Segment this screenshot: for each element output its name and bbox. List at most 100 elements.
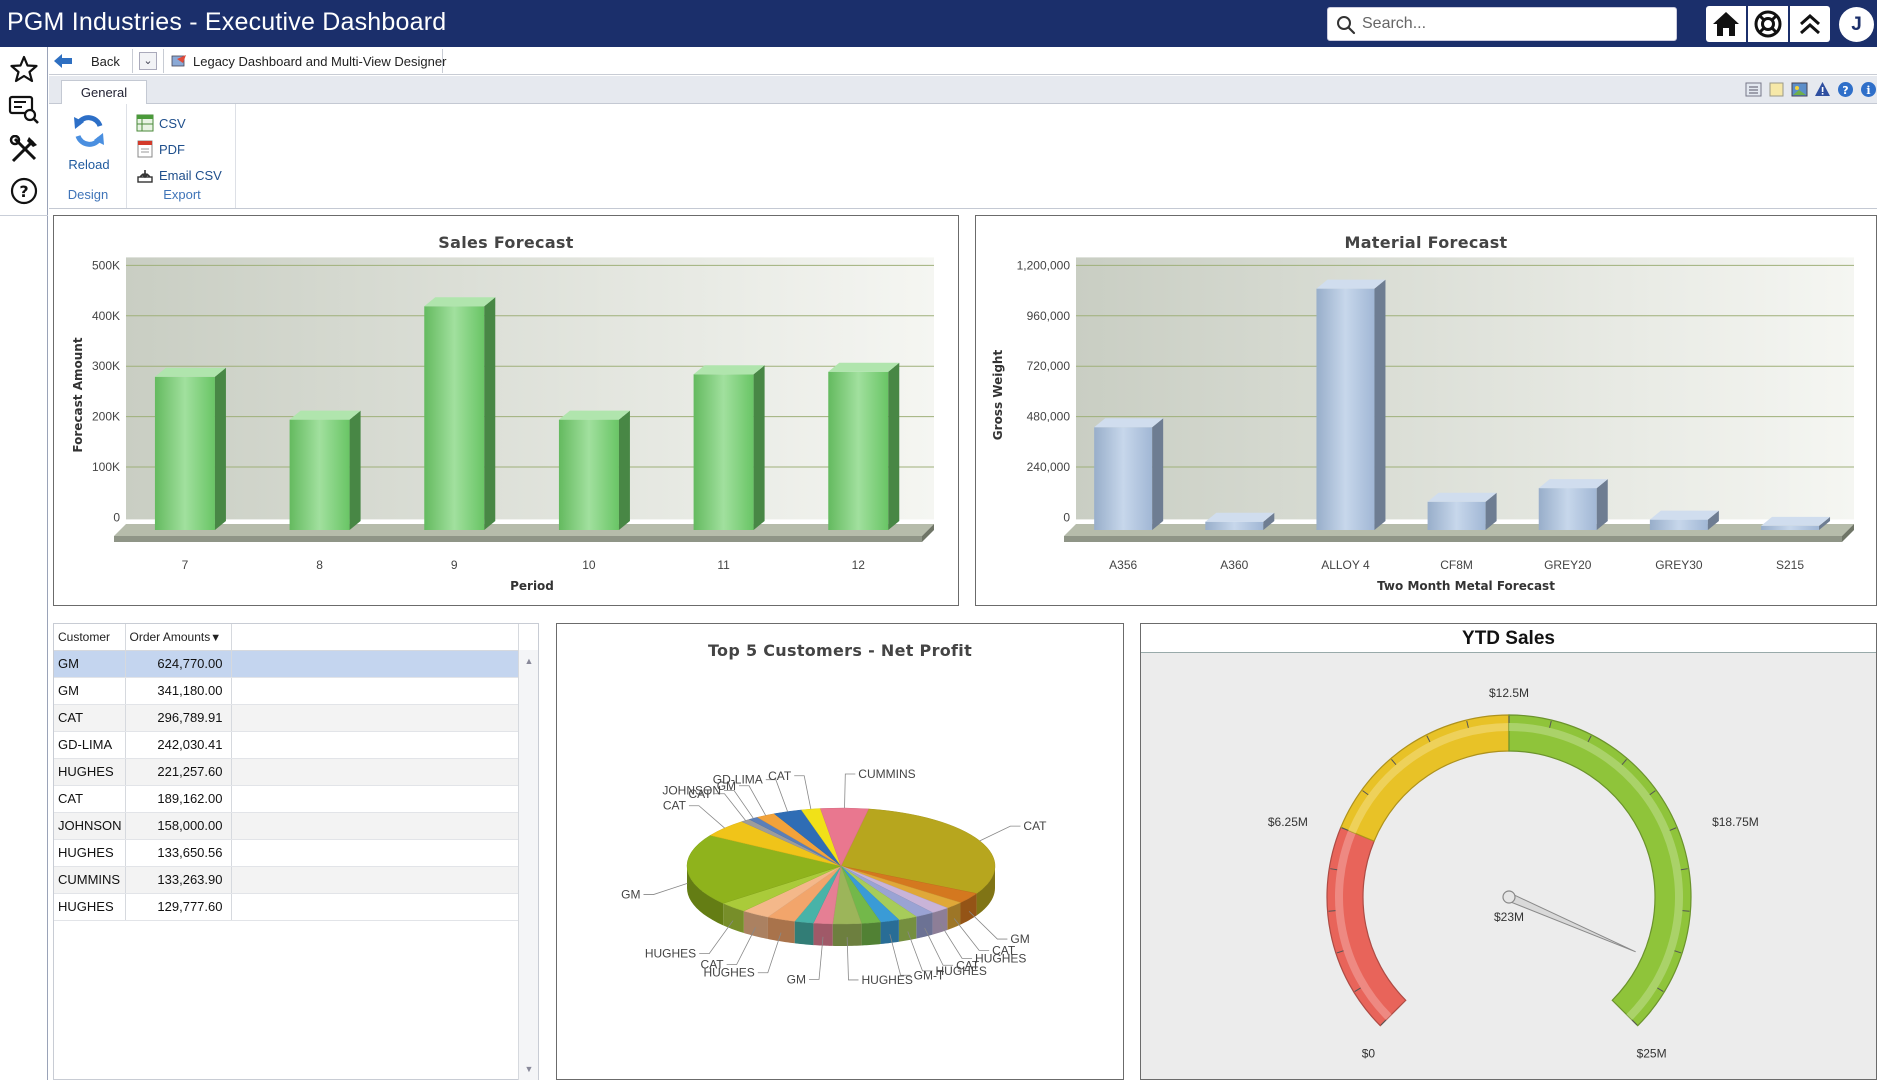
search-box[interactable] — [1327, 7, 1677, 41]
svg-text:i: i — [1866, 84, 1870, 97]
gauge-tick — [1354, 987, 1361, 992]
gauge-needle — [1506, 892, 1636, 953]
pie-leader-line — [979, 825, 1021, 842]
bar-side — [349, 410, 361, 530]
x-tick-label: S215 — [1776, 558, 1804, 572]
back-button[interactable]: Back — [53, 49, 120, 73]
bar[interactable] — [1538, 479, 1608, 530]
warning-icon[interactable] — [1814, 81, 1831, 98]
pie-slice-side — [832, 923, 862, 946]
info-icon[interactable]: i — [1860, 81, 1877, 98]
bar[interactable] — [828, 362, 900, 530]
help-circle-icon[interactable]: ? — [1837, 81, 1854, 98]
scroll-down-icon[interactable]: ▼ — [524, 1064, 534, 1074]
table-row[interactable]: CAT 189,162.00 — [54, 785, 519, 813]
customer-cell: JOHNSON — [54, 812, 126, 840]
home-button[interactable] — [1706, 6, 1746, 42]
breadcrumb-menu-button[interactable]: ⌄ — [139, 52, 157, 70]
bar[interactable] — [558, 410, 630, 530]
bar-top — [289, 410, 361, 420]
pie-leader-line — [907, 931, 933, 972]
bar-side — [1485, 492, 1497, 530]
bar-side — [1152, 418, 1164, 530]
bar-front — [1094, 427, 1153, 530]
note-icon[interactable] — [1768, 81, 1785, 98]
export-group-label: Export — [163, 187, 201, 202]
table-row[interactable]: CAT 296,789.91 — [54, 704, 519, 732]
bar[interactable] — [1316, 279, 1386, 530]
favorites-button[interactable] — [6, 51, 42, 87]
search-input[interactable] — [1362, 11, 1662, 37]
pie-leader-line — [968, 911, 1008, 940]
bar[interactable] — [424, 297, 496, 530]
pie-slice-label: GM — [717, 779, 736, 793]
bar[interactable] — [1649, 510, 1719, 530]
table-row[interactable]: HUGHES 133,650.56 — [54, 839, 519, 867]
bar[interactable] — [693, 365, 765, 530]
support-button[interactable] — [1748, 6, 1788, 42]
tools-button[interactable] — [6, 132, 42, 168]
bar[interactable] — [1427, 492, 1497, 530]
bar[interactable] — [1761, 516, 1831, 530]
pie-slice[interactable] — [686, 835, 842, 904]
collapse-button[interactable] — [1790, 6, 1830, 42]
bar[interactable] — [1094, 418, 1164, 530]
plot-area — [1076, 257, 1854, 520]
pie-slice-label: CAT — [992, 943, 1016, 957]
tab-general[interactable]: General — [61, 80, 147, 105]
table-row[interactable]: HUGHES 129,777.60 — [54, 893, 519, 921]
user-initial: J — [1851, 13, 1862, 35]
table-row[interactable]: JOHNSON 158,000.00 — [54, 812, 519, 840]
pie-leader-line — [844, 773, 856, 809]
table-row[interactable]: HUGHES 221,257.60 — [54, 758, 519, 786]
export-csv-button[interactable]: CSV — [136, 113, 186, 133]
table-row[interactable]: CUMMINS 133,263.90 — [54, 866, 519, 894]
table-header-row: Customer Order Amounts▼ — [54, 624, 519, 651]
reload-button[interactable]: Reload — [61, 112, 117, 172]
lifebuoy-icon — [1754, 10, 1782, 38]
y-tick-label: 200K — [92, 410, 120, 424]
pie-slice[interactable] — [840, 808, 996, 894]
ytd-sales-panel: YTD Sales $0 $6.25M $12.5M $18.75M $25M $23M — [1140, 623, 1877, 1080]
export-pdf-button[interactable]: PDF — [136, 139, 185, 159]
question-icon: ? — [10, 177, 38, 205]
search-reports-button[interactable] — [6, 92, 42, 128]
y-tick-label: 960,000 — [1027, 309, 1071, 323]
breadcrumb-designer[interactable]: Legacy Dashboard and Multi-View Designer — [171, 49, 446, 73]
scroll-up-icon[interactable]: ▲ — [524, 656, 534, 666]
list-view-icon[interactable] — [1745, 81, 1762, 98]
gauge-tick-label: $0 — [1362, 1047, 1376, 1061]
table-row[interactable]: GD-LIMA 242,030.41 — [54, 731, 519, 759]
pie-slice-side — [861, 922, 881, 946]
user-avatar[interactable]: J — [1839, 7, 1874, 42]
bar[interactable] — [1205, 512, 1275, 530]
email-csv-button[interactable]: Email CSV — [136, 165, 222, 185]
bar-front — [693, 374, 754, 530]
x-tick-label: ALLOY 4 — [1321, 558, 1370, 572]
help-button[interactable]: ? — [6, 173, 42, 209]
image-icon[interactable] — [1791, 81, 1808, 98]
table-row[interactable]: GM 341,180.00 — [54, 677, 519, 705]
table-row[interactable]: GM 624,770.00 — [54, 650, 519, 678]
gauge-tick — [1621, 759, 1627, 766]
svg-text:?: ? — [19, 182, 28, 201]
email-csv-label: Email CSV — [159, 167, 222, 183]
reload-label: Reload — [68, 157, 110, 172]
pie-leader-line — [724, 789, 754, 819]
pie-slice-side — [794, 921, 814, 946]
gauge-tick — [1362, 790, 1369, 796]
bar-top — [828, 362, 900, 372]
x-tick-label: 9 — [451, 558, 458, 572]
column-header-order-amounts[interactable]: Order Amounts▼ — [125, 624, 232, 651]
plot-floor-edge — [114, 536, 922, 542]
pie-leader-line — [889, 934, 911, 976]
table-scrollbar[interactable]: ▲ ▼ — [518, 650, 538, 1080]
pie-slice-label: CAT — [768, 769, 792, 783]
rail-divider — [0, 215, 48, 216]
bar[interactable] — [289, 410, 361, 530]
pie-slice-side — [898, 916, 917, 942]
column-header-customer[interactable]: Customer — [54, 624, 126, 651]
bar[interactable] — [154, 367, 226, 530]
pie-slice[interactable] — [820, 807, 869, 867]
filler-cell — [231, 704, 519, 732]
